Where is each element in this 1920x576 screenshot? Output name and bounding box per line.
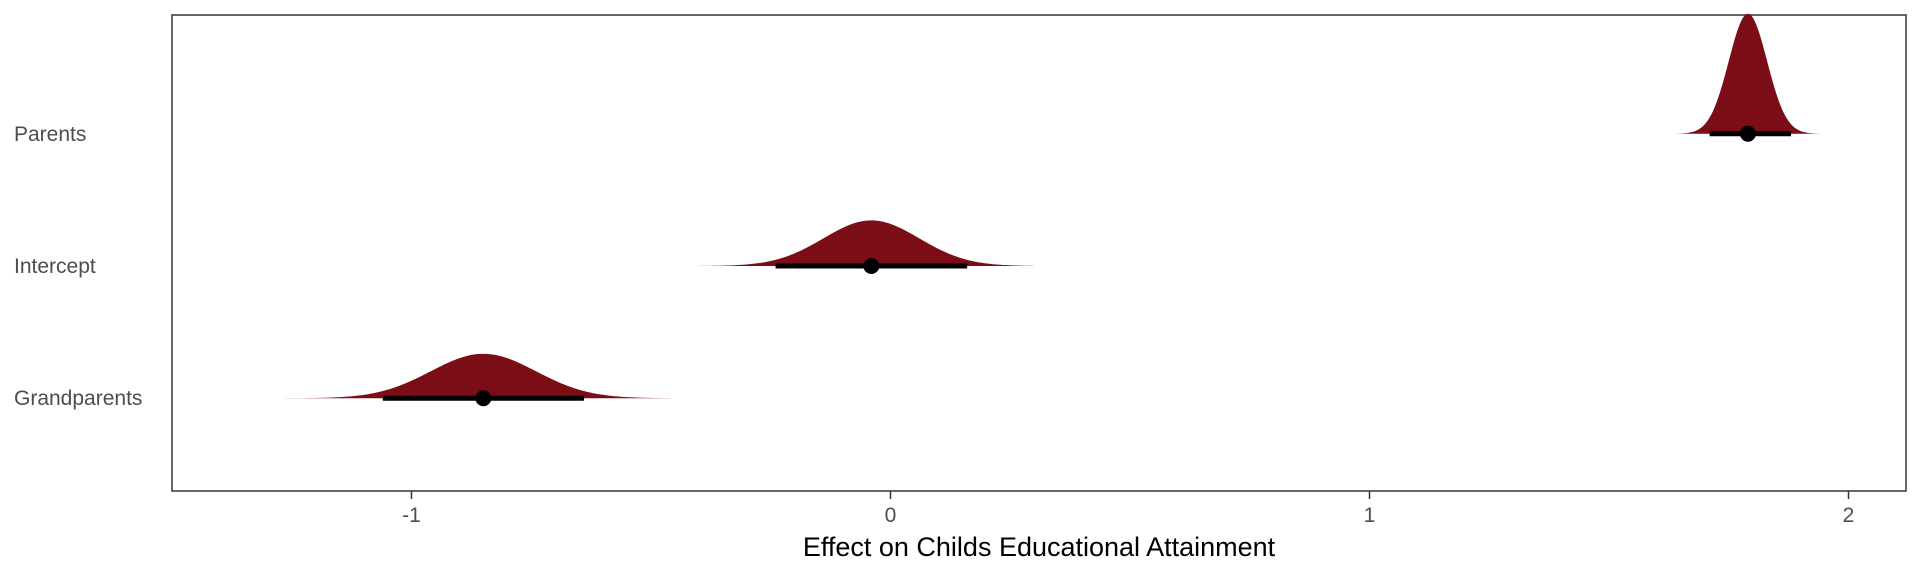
y-tick-label-parents: Parents — [14, 123, 86, 146]
x-tick-label: 2 — [1843, 504, 1855, 527]
plot-panel — [171, 14, 1907, 492]
y-tick-label-intercept: Intercept — [14, 255, 96, 278]
median-point-grandparents — [475, 390, 492, 407]
density-parents — [1656, 13, 1839, 134]
x-tick-label: -1 — [402, 504, 421, 527]
median-point-parents — [1739, 125, 1756, 142]
density-grandparents — [243, 353, 671, 399]
x-axis-title: Effect on Childs Educational Attainment — [803, 532, 1276, 562]
x-tick-label: 1 — [1364, 504, 1376, 527]
median-point-intercept — [863, 258, 880, 274]
chart-marks — [243, 13, 1839, 407]
x-axis: -1 0 1 2 — [402, 491, 1854, 527]
y-axis: Parents Intercept Grandparents — [14, 123, 142, 410]
density-intercept — [698, 220, 1035, 266]
x-tick-label: 0 — [885, 504, 897, 527]
y-tick-label-grandparents: Grandparents — [14, 387, 142, 410]
